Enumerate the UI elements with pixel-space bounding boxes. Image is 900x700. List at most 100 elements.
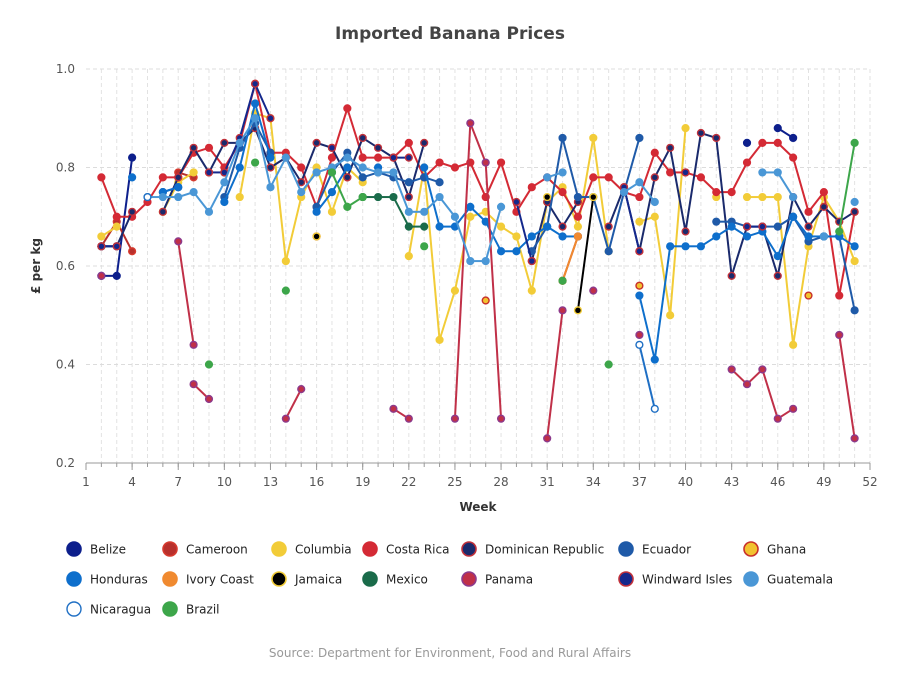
data-point-costa-rica[interactable] (373, 153, 383, 162)
data-point-costa-rica[interactable] (404, 138, 413, 147)
data-point-costa-rica[interactable] (712, 188, 721, 197)
data-point-costa-rica[interactable] (650, 148, 659, 157)
data-point-costa-rica[interactable] (435, 158, 444, 167)
data-point-honduras[interactable] (420, 163, 429, 172)
data-point-honduras[interactable] (343, 163, 352, 172)
data-point-columbia[interactable] (404, 252, 413, 261)
data-point-honduras[interactable] (742, 232, 752, 241)
data-point-guatemala[interactable] (174, 192, 183, 202)
data-point-dominican-republic[interactable] (650, 173, 659, 182)
data-point-costa-rica[interactable] (297, 163, 306, 172)
data-point-costa-rica[interactable] (450, 163, 460, 172)
data-point-columbia[interactable] (573, 222, 583, 231)
data-point-costa-rica[interactable] (112, 212, 121, 221)
data-point-guatemala[interactable] (558, 168, 567, 177)
data-point-honduras[interactable] (635, 291, 644, 300)
data-point-dominican-republic[interactable] (773, 271, 782, 280)
data-point-honduras[interactable] (666, 242, 675, 251)
data-point-dominican-republic[interactable] (712, 133, 721, 143)
data-point-costa-rica[interactable] (558, 188, 567, 197)
data-point-guatemala[interactable] (619, 188, 629, 197)
data-point-columbia[interactable] (450, 286, 460, 295)
data-point-costa-rica[interactable] (589, 173, 598, 182)
data-point-dominican-republic[interactable] (850, 207, 859, 216)
data-point-guatemala[interactable] (266, 183, 275, 192)
data-point-ecuador[interactable] (404, 178, 413, 187)
data-point-windward-isles[interactable] (512, 197, 521, 207)
data-point-dominican-republic[interactable] (158, 207, 167, 216)
data-point-panama[interactable] (281, 414, 290, 423)
data-point-panama[interactable] (189, 340, 198, 349)
data-point-honduras[interactable] (650, 355, 659, 364)
data-point-belize[interactable] (742, 138, 752, 147)
data-point-costa-rica[interactable] (527, 183, 536, 192)
data-point-columbia[interactable] (635, 217, 644, 226)
data-point-guatemala[interactable] (281, 153, 290, 162)
data-point-guatemala[interactable] (220, 178, 229, 187)
legend-item-belize[interactable]: Belize (66, 541, 126, 557)
data-point-guatemala[interactable] (250, 114, 260, 123)
data-point-windward-isles[interactable] (266, 114, 275, 123)
data-point-ecuador[interactable] (435, 178, 444, 187)
data-point-costa-rica[interactable] (819, 188, 828, 197)
data-point-honduras[interactable] (312, 207, 321, 216)
data-point-honduras[interactable] (789, 212, 798, 221)
data-point-dominican-republic[interactable] (266, 163, 275, 172)
data-point-guatemala[interactable] (450, 212, 460, 221)
data-point-brazil[interactable] (358, 192, 367, 202)
data-point-columbia[interactable] (681, 124, 690, 133)
data-point-ecuador[interactable] (712, 217, 721, 226)
data-point-brazil[interactable] (835, 227, 844, 236)
data-point-panama[interactable] (742, 380, 752, 389)
data-point-brazil[interactable] (327, 168, 337, 177)
data-point-costa-rica[interactable] (835, 291, 844, 300)
data-point-dominican-republic[interactable] (358, 133, 367, 143)
data-point-belize[interactable] (128, 153, 137, 162)
data-point-panama[interactable] (850, 434, 859, 443)
data-point-columbia[interactable] (527, 286, 536, 295)
data-point-honduras[interactable] (804, 232, 813, 241)
data-point-costa-rica[interactable] (727, 188, 736, 197)
data-point-dominican-republic[interactable] (404, 192, 413, 202)
data-point-guatemala[interactable] (404, 207, 413, 216)
data-point-guatemala[interactable] (358, 163, 367, 172)
data-point-costa-rica[interactable] (573, 212, 583, 221)
data-point-ecuador[interactable] (850, 306, 859, 315)
data-point-guatemala[interactable] (543, 173, 552, 182)
legend-item-ghana[interactable]: Ghana (743, 541, 806, 557)
data-point-panama[interactable] (635, 330, 644, 340)
data-point-panama[interactable] (174, 237, 183, 246)
data-point-nicaragua[interactable] (650, 404, 659, 413)
data-point-ecuador[interactable] (573, 192, 583, 202)
legend-item-cameroon[interactable]: Cameroon (162, 541, 248, 557)
data-point-panama[interactable] (404, 414, 413, 423)
data-point-panama[interactable] (758, 365, 767, 374)
data-point-dominican-republic[interactable] (604, 222, 613, 231)
data-point-panama[interactable] (773, 414, 782, 423)
data-point-costa-rica[interactable] (804, 207, 813, 216)
data-point-guatemala[interactable] (650, 197, 659, 207)
data-point-ecuador[interactable] (604, 247, 613, 256)
data-point-columbia[interactable] (789, 340, 798, 349)
data-point-dominican-republic[interactable] (696, 128, 706, 138)
data-point-brazil[interactable] (343, 202, 352, 212)
data-point-columbia[interactable] (112, 222, 121, 231)
data-point-honduras[interactable] (266, 153, 275, 162)
data-point-honduras[interactable] (327, 188, 337, 197)
data-point-panama[interactable] (589, 286, 598, 295)
data-point-columbia[interactable] (97, 232, 106, 241)
data-point-columbia[interactable] (758, 192, 767, 202)
data-point-costa-rica[interactable] (789, 153, 798, 162)
data-point-columbia[interactable] (742, 192, 752, 202)
data-point-columbia[interactable] (650, 212, 659, 221)
data-point-guatemala[interactable] (189, 188, 198, 197)
data-point-costa-rica[interactable] (604, 173, 613, 182)
data-point-guatemala[interactable] (481, 256, 490, 266)
data-point-dominican-republic[interactable] (804, 222, 813, 231)
data-point-costa-rica[interactable] (158, 173, 167, 182)
data-point-brazil[interactable] (850, 138, 859, 147)
data-point-columbia[interactable] (189, 168, 198, 177)
data-point-honduras[interactable] (681, 242, 690, 251)
data-point-mexico[interactable] (389, 192, 398, 202)
data-point-mexico[interactable] (404, 222, 413, 231)
